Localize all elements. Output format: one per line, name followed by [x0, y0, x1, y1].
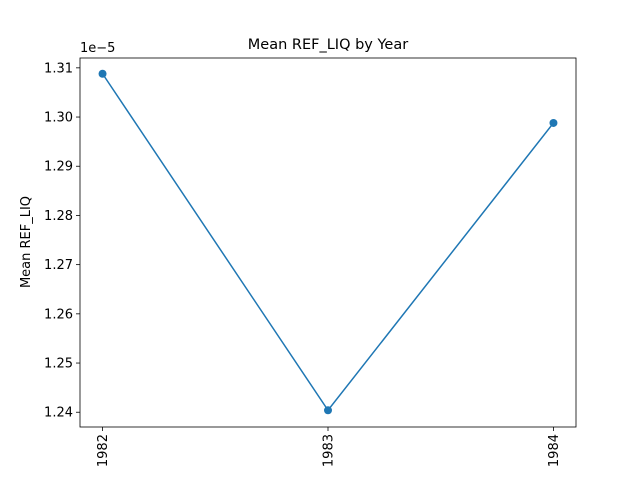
y-tick-label: 1.31 [44, 61, 73, 76]
y-tick-label: 1.25 [44, 357, 73, 372]
marker [98, 69, 107, 78]
x-tick-label: 1982 [96, 434, 111, 467]
y-offset-label: 1e−5 [80, 41, 115, 56]
y-tick-label: 1.28 [44, 209, 73, 224]
y-tick-label: 1.27 [44, 258, 73, 273]
y-tick-label: 1.26 [44, 307, 73, 322]
y-tick-label: 1.29 [44, 160, 73, 175]
y-tick-label: 1.30 [44, 111, 73, 126]
x-tick-label: 1984 [547, 434, 562, 467]
plot-frame [79, 57, 577, 428]
marker [324, 406, 332, 415]
y-tick-label: 1.24 [44, 406, 73, 421]
chart-title: Mean REF_LIQ by Year [248, 37, 408, 53]
y-axis-label: Mean REF_LIQ [19, 196, 34, 288]
x-tick-label: 1983 [322, 434, 337, 467]
marker [549, 118, 558, 127]
